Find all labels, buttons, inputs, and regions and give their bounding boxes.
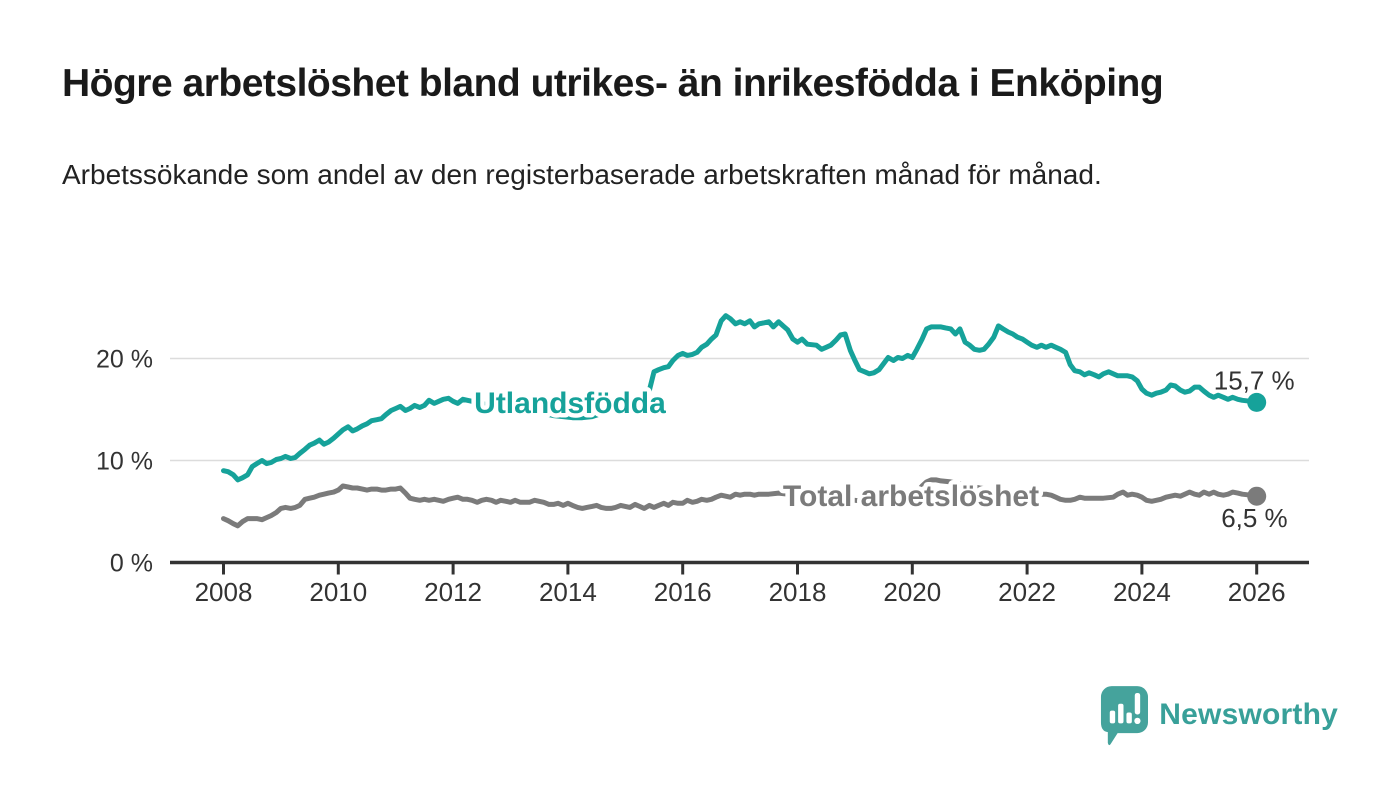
- series-end-dot-utlandsfodda: [1247, 392, 1267, 412]
- x-tick-label-2018: 2018: [769, 577, 827, 607]
- x-tick-label-2016: 2016: [654, 577, 712, 607]
- logo-bubble-shape: [1101, 686, 1149, 746]
- series-line-total-arbetsloshet: [221, 477, 1260, 529]
- series-line-utlandsfodda: [221, 313, 1260, 483]
- series-layer: [221, 313, 1260, 529]
- branding-footer: Newsworthy: [1099, 684, 1338, 746]
- y-tick-label-0: 0 %: [110, 550, 153, 578]
- x-tick-label-2010: 2010: [309, 577, 367, 607]
- x-tick-label-2012: 2012: [424, 577, 482, 607]
- grid-layer: [170, 357, 1309, 462]
- logo-bar-chart-glyph: [1110, 692, 1141, 725]
- x-tick-label-2026: 2026: [1228, 577, 1286, 607]
- x-tick-label-2014: 2014: [539, 577, 597, 607]
- y-tick-label-10: 10 %: [96, 448, 153, 476]
- newsworthy-logo-text: Newsworthy: [1159, 698, 1338, 731]
- chart-subtitle: Arbetssökande som andel av den registerb…: [62, 159, 1102, 190]
- series-end-label-utlandsfodda: 15,7 %: [1214, 365, 1295, 395]
- series-end-dot-total-arbetsloshet: [1247, 486, 1267, 506]
- chart-title: Högre arbetslöshet bland utrikes- än inr…: [62, 62, 1164, 105]
- x-tick-label-2022: 2022: [998, 577, 1056, 607]
- series-inline-label-total-arbetsloshet: Total arbetslöshet: [783, 480, 1039, 513]
- label-layer: Utlandsfödda 15,7 % Total arbetslöshet 6,5 …: [470, 362, 1298, 536]
- x-tick-label-2020: 2020: [883, 577, 941, 607]
- axis-layer: 2008 2010 2012 2014 2016 2018 2020 2022 2024 2026…: [96, 346, 1309, 607]
- x-tick-label-2024: 2024: [1113, 577, 1171, 607]
- series-inline-label-utlandsfodda: Utlandsfödda: [474, 387, 666, 420]
- newsworthy-logo-icon: [1101, 686, 1149, 746]
- y-tick-label-20: 20 %: [96, 346, 153, 374]
- x-tick-label-2008: 2008: [195, 577, 253, 607]
- series-end-label-total-arbetsloshet: 6,5 %: [1221, 503, 1288, 533]
